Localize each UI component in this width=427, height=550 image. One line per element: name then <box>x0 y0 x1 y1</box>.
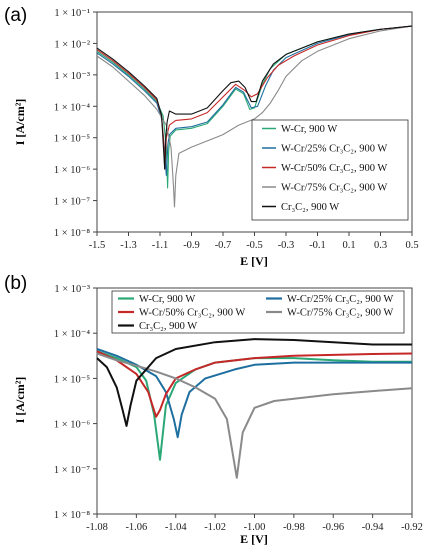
panel-a-legend-box <box>251 119 409 221</box>
panel-b-label: (b) <box>4 273 27 294</box>
panel-a-y-tick-label: 1 × 10⁻¹ <box>54 8 90 19</box>
panel-a-legend-label: W-Cr/25% Cr₃C₂, 900 W <box>281 144 387 155</box>
panel-b-x-tick-label: -1.02 <box>204 522 226 533</box>
panel-a-x-tick-label: -0.9 <box>183 240 200 251</box>
panel-b-x-tick-label: -1.08 <box>86 522 108 533</box>
panel-b-legend-label: W-Cr/50% Cr₃C₂, 900 W <box>139 308 245 319</box>
panel-a-x-axis: -1.5 -1.3 -1.1 -0.9 -0.7 -0.5 -0.3 -0.1 0.1 0.3 0.… <box>89 232 419 251</box>
panel-b-y-tick-label: 1 × 10⁻⁷ <box>54 465 90 476</box>
panel-b-series <box>96 338 413 479</box>
panel-b-series-line-2 <box>96 348 412 439</box>
panel-a-legend-label: W-Cr, 900 W <box>281 124 337 135</box>
panel-b-x-tick-label: -1.00 <box>244 522 266 533</box>
panel-b-x-axis-title: E [V] <box>240 532 268 546</box>
panel-a-x-tick-label: -0.5 <box>246 240 263 251</box>
panel-b-legend-label: W-Cr, 900 W <box>139 294 195 305</box>
panel-a-series-line-4 <box>96 25 413 208</box>
panel-b-x-tick-label: -1.04 <box>165 522 188 533</box>
panel-b-legend-box <box>111 290 405 334</box>
panel-a-y-tick-label: 1 × 10⁻⁵ <box>54 134 90 145</box>
panel-b-x-axis: -1.08 -1.06 -1.04 -1.02 -1.00 -0.98 -0.96 -0.94… <box>86 514 423 533</box>
panel-a-y-tick-label: 1 × 10⁻⁷ <box>54 197 90 208</box>
panel-a-series-line-2 <box>96 25 413 176</box>
panel-b-series-line-1 <box>96 350 412 461</box>
panel-b: (b) 1 × 10⁻³1 × 10⁻⁴1 × 10⁻⁵1 × 10⁻⁶1 × … <box>4 273 423 546</box>
panel-b-x-tick-label: -0.98 <box>283 522 305 533</box>
panel-a-y-tick-label: 1 × 10⁻² <box>54 39 90 50</box>
panel-a-x-tick-label: 0.1 <box>342 240 355 251</box>
panel-b-series-line-5 <box>96 338 412 427</box>
panel-a-y-axis-title: I [A/cm²] <box>13 99 27 146</box>
panel-b-y-tick-label: 1 × 10⁻⁵ <box>54 374 90 385</box>
panel-b-legend-label: W-Cr/25% Cr₃C₂, 900 W <box>287 294 393 305</box>
panel-a-x-tick-label: -0.7 <box>215 240 232 251</box>
panel-a-legend-label: W-Cr/50% Cr₃C₂, 900 W <box>281 163 387 174</box>
panel-a-x-tick-label: -0.3 <box>278 240 295 251</box>
panel-a-y-tick-label: 1 × 10⁻⁴ <box>54 102 90 113</box>
panel-a-x-tick-label: -1.3 <box>120 240 137 251</box>
panel-b-x-tick-label: -0.94 <box>362 522 385 533</box>
panel-b-y-tick-label: 1 × 10⁻³ <box>54 284 90 295</box>
panel-b-legend: W-Cr, 900 W W-Cr/25% Cr₃C₂, 900 W W-Cr/50%… <box>111 290 405 334</box>
panel-a-y-tick-label: 1 × 10⁻³ <box>54 71 90 82</box>
panel-a-legend: W-Cr, 900 W W-Cr/25% Cr₃C₂, 900 W W-Cr/50%… <box>251 119 409 221</box>
panel-b-y-axis: 1 × 10⁻³ 1 × 10⁻⁴ 1 × 10⁻⁵ 1 × 10⁻⁶ 1 × 10⁻⁷… <box>54 284 97 521</box>
panel-a-x-tick-label: -1.1 <box>152 240 169 251</box>
panel-a-series-line-5 <box>96 25 413 170</box>
panel-a-legend-label: Cr₃C₂, 900 W <box>281 202 339 213</box>
panel-a-label: (a) <box>4 5 27 26</box>
panel-b-y-tick-label: 1 × 10⁻⁴ <box>54 329 90 340</box>
panel-a: (a) 1 × 10⁻¹1 × 10⁻²1 × 10⁻³1 × 10⁻⁴1 × … <box>4 5 419 268</box>
panel-b-x-tick-label: -0.96 <box>322 522 344 533</box>
panel-a-x-tick-label: 0.3 <box>374 240 387 251</box>
panel-b-y-axis-title: I [A/cm²] <box>13 377 27 424</box>
panel-b-legend-label: Cr₃C₂, 900 W <box>139 321 197 332</box>
panel-a-series <box>96 25 413 208</box>
panel-a-y-tick-label: 1 × 10⁻⁸ <box>54 228 90 239</box>
panel-a-x-tick-label: 0.5 <box>405 240 418 251</box>
panel-b-y-tick-label: 1 × 10⁻⁸ <box>54 510 90 521</box>
panel-a-x-axis-title: E [V] <box>240 254 268 268</box>
panel-a-x-tick-label: -0.1 <box>309 240 326 251</box>
panel-b-x-tick-label: -0.92 <box>401 522 423 533</box>
panel-a-legend-label: W-Cr/75% Cr₃C₂, 900 W <box>281 183 387 194</box>
panel-a-y-axis: 1 × 10⁻¹ 1 × 10⁻² 1 × 10⁻³ 1 × 10⁻⁴ 1 × 10⁻⁵… <box>54 8 97 239</box>
panel-b-legend-label: W-Cr/75% Cr₃C₂, 900 W <box>287 308 393 319</box>
panel-b-y-tick-label: 1 × 10⁻⁶ <box>54 420 90 431</box>
panel-b-x-tick-label: -1.06 <box>125 522 147 533</box>
panel-a-x-tick-label: -1.5 <box>89 240 106 251</box>
panel-a-y-tick-label: 1 × 10⁻⁶ <box>54 165 90 176</box>
